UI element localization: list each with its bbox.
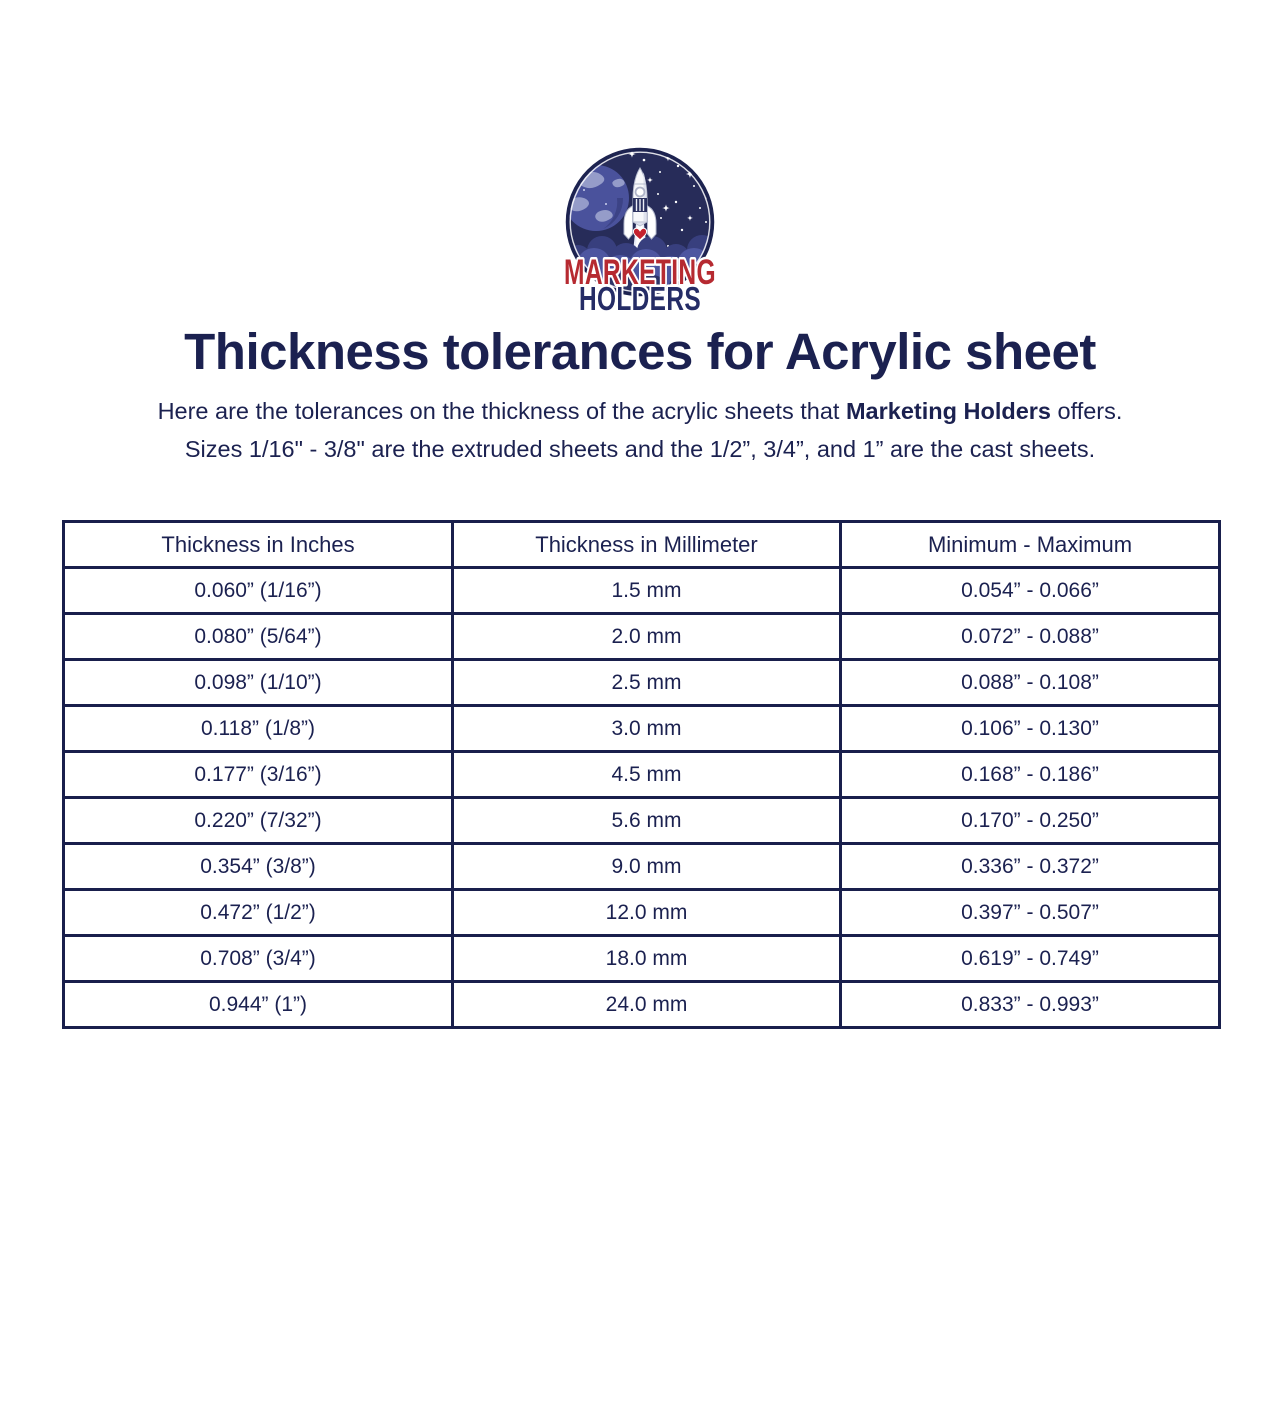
table-cell: 2.5 mm bbox=[451, 658, 842, 707]
table-row: 0.708” (3/4”) 18.0 mm 0.619” - 0.749” bbox=[62, 934, 1221, 983]
table-body: 0.060” (1/16”) 1.5 mm 0.054” - 0.066” 0.080… bbox=[62, 566, 1221, 1029]
table-cell: 9.0 mm bbox=[451, 842, 842, 891]
table-cell: 0.060” (1/16”) bbox=[62, 566, 454, 615]
table-row: 0.220” (7/32”) 5.6 mm 0.170” - 0.250” bbox=[62, 796, 1221, 845]
table-cell: 0.397” - 0.507” bbox=[839, 888, 1221, 937]
table-cell: 0.708” (3/4”) bbox=[62, 934, 454, 983]
table-cell: 0.472” (1/2”) bbox=[62, 888, 454, 937]
table-cell: 0.944” (1”) bbox=[62, 980, 454, 1029]
table-cell: 0.177” (3/16”) bbox=[62, 750, 454, 799]
table-cell: 0.106” - 0.130” bbox=[839, 704, 1221, 753]
table-header-cell: Minimum - Maximum bbox=[839, 520, 1221, 569]
table-cell: 24.0 mm bbox=[451, 980, 842, 1029]
table-cell: 0.833” - 0.993” bbox=[839, 980, 1221, 1029]
table-cell: 3.0 mm bbox=[451, 704, 842, 753]
intro-brand-bold: Marketing Holders bbox=[845, 398, 1051, 424]
table-header-row: Thickness in Inches Thickness in Millimet… bbox=[62, 520, 1221, 569]
table-cell: 0.054” - 0.066” bbox=[839, 566, 1221, 615]
intro-line1-part1: Here are the tolerances on the thickness… bbox=[157, 398, 846, 424]
table-cell: 0.080” (5/64”) bbox=[62, 612, 454, 661]
rocket-porthole bbox=[634, 186, 646, 198]
table-cell: 0.098” (1/10”) bbox=[62, 658, 454, 707]
table-row: 0.080” (5/64”) 2.0 mm 0.072” - 0.088” bbox=[62, 612, 1221, 661]
tolerance-table: Thickness in Inches Thickness in Millimet… bbox=[62, 520, 1221, 1029]
table-cell: 4.5 mm bbox=[451, 750, 842, 799]
table-header-cell: Thickness in Inches bbox=[62, 520, 454, 569]
table-cell: 0.168” - 0.186” bbox=[839, 750, 1221, 799]
rocket-icon bbox=[623, 167, 657, 241]
table-cell: 0.118” (1/8”) bbox=[62, 704, 454, 753]
table-row: 0.944” (1”) 24.0 mm 0.833” - 0.993” bbox=[62, 980, 1221, 1029]
logo-ring bbox=[565, 147, 715, 297]
table-row: 0.472” (1/2”) 12.0 mm 0.397” - 0.507” bbox=[62, 888, 1221, 937]
table-cell: 2.0 mm bbox=[451, 612, 842, 661]
table-row: 0.177” (3/16”) 4.5 mm 0.168” - 0.186” bbox=[62, 750, 1221, 799]
table-cell: 0.619” - 0.749” bbox=[839, 934, 1221, 983]
table-row: 0.118” (1/8”) 3.0 mm 0.106” - 0.130” bbox=[62, 704, 1221, 753]
tolerance-table-wrap: Thickness in Inches Thickness in Millimet… bbox=[62, 520, 1221, 1029]
table-row: 0.060” (1/16”) 1.5 mm 0.054” - 0.066” bbox=[62, 566, 1221, 615]
table-cell: 1.5 mm bbox=[451, 566, 842, 615]
logo-brand-line2: HOLDERS bbox=[579, 280, 701, 316]
intro-line2: Sizes 1/16" - 3/8" are the extruded shee… bbox=[184, 436, 1096, 462]
table-cell: 18.0 mm bbox=[451, 934, 842, 983]
page-title: Thickness tolerances for Acrylic sheet bbox=[184, 323, 1096, 380]
intro-text: Here are the tolerances on the thickness… bbox=[50, 392, 1230, 468]
intro-line1-part2: offers. bbox=[1051, 398, 1123, 424]
table-cell: 0.220” (7/32”) bbox=[62, 796, 454, 845]
page: MARKETING HOLDERS Thickness tolerances f… bbox=[0, 146, 1280, 1426]
table-row: 0.098” (1/10”) 2.5 mm 0.088” - 0.108” bbox=[62, 658, 1221, 707]
table-cell: 0.088” - 0.108” bbox=[839, 658, 1221, 707]
table-cell: 0.354” (3/8”) bbox=[62, 842, 454, 891]
table-cell: 0.072” - 0.088” bbox=[839, 612, 1221, 661]
table-header-cell: Thickness in Millimeter bbox=[451, 520, 842, 569]
table-cell: 0.170” - 0.250” bbox=[839, 796, 1221, 845]
table-cell: 0.336” - 0.372” bbox=[839, 842, 1221, 891]
marketing-holders-logo: MARKETING HOLDERS bbox=[562, 147, 718, 316]
table-cell: 12.0 mm bbox=[451, 888, 842, 937]
heart-icon bbox=[632, 227, 648, 241]
table-row: 0.354” (3/8”) 9.0 mm 0.336” - 0.372” bbox=[62, 842, 1221, 891]
logo-brand-line1: MARKETING bbox=[564, 253, 716, 292]
table-cell: 5.6 mm bbox=[451, 796, 842, 845]
logo-badge bbox=[567, 149, 713, 295]
